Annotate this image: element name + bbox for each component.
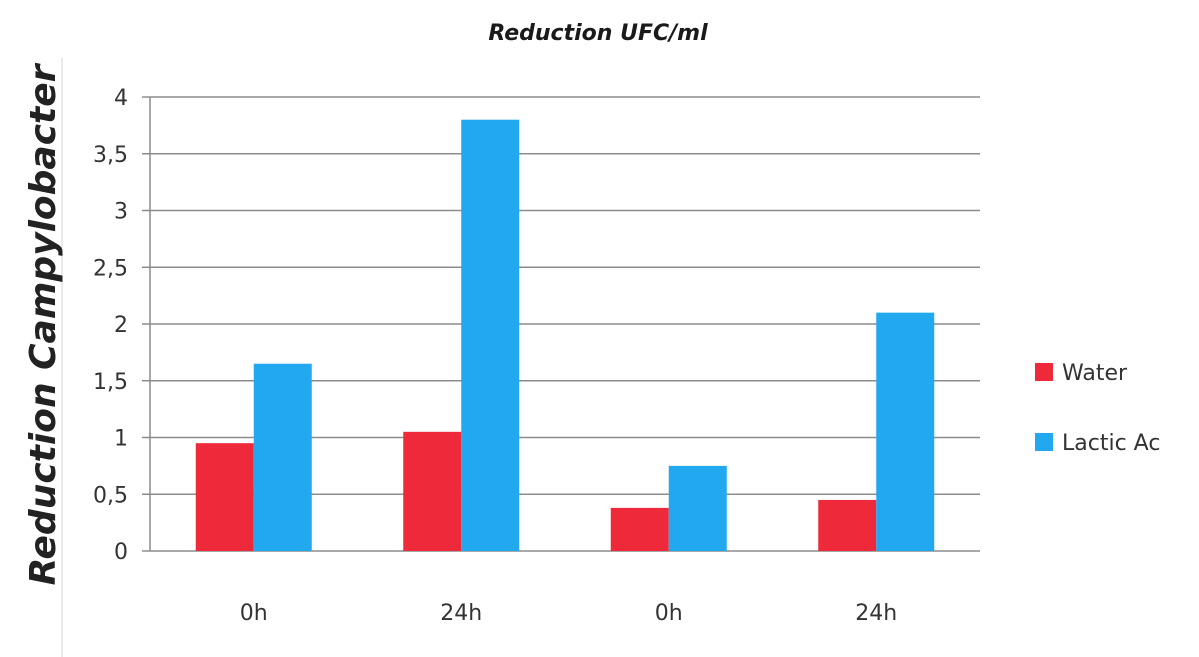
y-axis-title: Reduction Campylobacter <box>23 62 64 585</box>
plot-area: 0 0,5 1 1,5 2 2,5 3 3,5 4 0h 24h 0h 24h <box>93 86 980 626</box>
legend-label: Water <box>1062 361 1128 386</box>
y-tick-label: 3,5 <box>93 143 128 168</box>
y-tick-label: 2,5 <box>93 256 128 281</box>
legend: Water Lactic Ac <box>1035 361 1160 456</box>
y-tick-label: 1,5 <box>93 370 128 395</box>
x-tick-label: 24h <box>855 601 897 626</box>
y-tick-label: 1 <box>114 427 128 452</box>
legend-swatch <box>1035 433 1053 451</box>
y-tick-label: 0,5 <box>93 483 128 508</box>
x-tick-label: 0h <box>655 601 683 626</box>
y-tick-label: 4 <box>114 86 128 111</box>
y-tick-label: 3 <box>114 200 128 225</box>
bar-lactic-ac-3 <box>876 312 935 551</box>
bar-water-2 <box>610 507 669 551</box>
legend-label: Lactic Ac <box>1062 431 1160 456</box>
y-tick-label: 2 <box>114 313 128 338</box>
x-tick-label: 24h <box>440 601 482 626</box>
chart-title: Reduction UFC/ml <box>488 21 708 46</box>
bar-water-3 <box>818 499 877 551</box>
bar-lactic-ac-0 <box>253 363 312 551</box>
bar-water-0 <box>195 443 254 551</box>
bar-lactic-ac-1 <box>461 119 520 551</box>
y-tick-label: 0 <box>114 540 128 565</box>
legend-swatch <box>1035 363 1053 381</box>
x-tick-label: 0h <box>240 601 268 626</box>
bar-water-1 <box>403 431 462 551</box>
bar-lactic-ac-2 <box>668 465 727 551</box>
